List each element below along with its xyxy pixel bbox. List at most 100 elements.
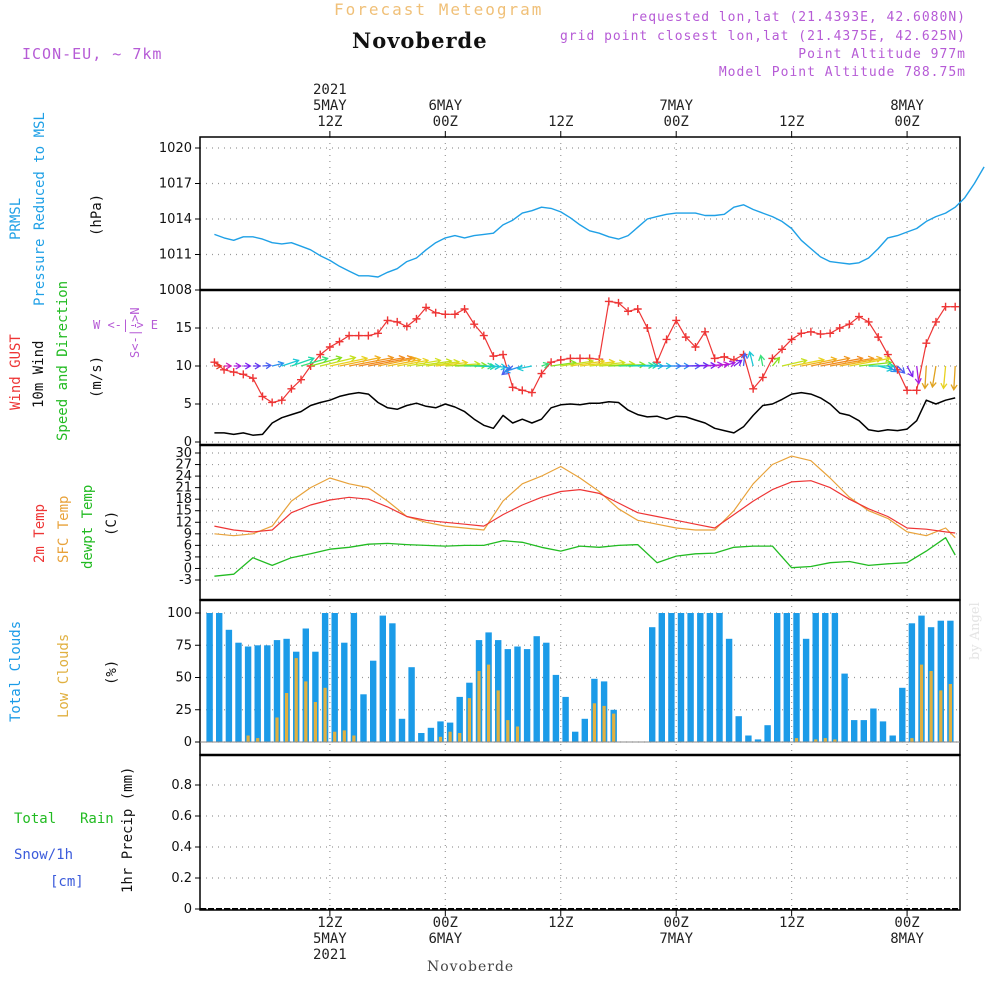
total-cloud-bar [264, 645, 271, 743]
low-cloud-bar [458, 733, 462, 742]
wind-gust-marker [864, 317, 873, 326]
tick-label-line: 2021 [313, 947, 347, 963]
low-cloud-bar [294, 658, 298, 742]
low-cloud-bar [919, 664, 924, 742]
wind-direction-arrow [897, 365, 906, 374]
pressure-ytick-label: 1008 [159, 283, 192, 298]
wind-gust-marker [681, 333, 690, 342]
total-cloud-bar [745, 735, 752, 742]
total-cloud-bar [899, 687, 906, 742]
wind-ytick-label: 0 [184, 435, 192, 450]
low-cloud-bar [939, 690, 943, 742]
total-cloud-bar [437, 721, 444, 742]
total-cloud-bar [235, 642, 242, 742]
wind-direction-arrow [272, 360, 285, 368]
temperature-ytick-label: 0 [184, 561, 192, 576]
wind-gust-marker [624, 307, 633, 316]
total-cloud-bar [427, 727, 435, 742]
low-cloud-bar [833, 739, 837, 742]
station-title: Novoberde [352, 28, 488, 53]
wind-direction-arrow [940, 365, 948, 390]
wind-gust-marker [287, 384, 296, 393]
pressure-ytick-label: 1020 [159, 141, 192, 156]
model-altitude: Model Point Altitude 788.75m [718, 65, 966, 80]
tick-label-line: 00Z [894, 114, 920, 130]
tick-label-line: 6MAY [428, 931, 463, 947]
total-cloud-bar [341, 642, 348, 742]
tick-label-line: 12Z [548, 915, 574, 931]
wind-direction-arrow [310, 355, 343, 367]
wind-gust-marker [691, 343, 700, 351]
total-cloud-bar [841, 673, 848, 742]
top-tick-label: 12Z [752, 114, 832, 130]
wind-gust-marker [912, 386, 921, 395]
wind-direction-arrow [541, 361, 550, 369]
wind-direction-arrow [224, 362, 233, 370]
low-cloud-bar [275, 717, 279, 742]
temperature-ytick-label: 15 [175, 504, 192, 519]
temperature-ytick-label: 27 [175, 458, 192, 473]
wind-gust-marker [335, 337, 344, 346]
wind-gust-marker [210, 358, 219, 367]
wind-gust-marker [566, 354, 575, 363]
wind-ytick-label: 15 [175, 321, 192, 336]
precipitation-ytick-label: 0.4 [171, 840, 192, 855]
total-cloud-bar [783, 613, 790, 742]
temperature-ytick-label: 9 [184, 527, 192, 542]
bottom-tick-label: 00Z 8MAY [867, 915, 947, 947]
low-cloud-bar [515, 726, 520, 742]
total-cloud-bar [879, 721, 887, 742]
wind-gust-marker [710, 354, 719, 363]
total-cloud-bar [822, 613, 829, 742]
total-cloud-bar [572, 731, 579, 742]
wind-direction-arrow [906, 365, 914, 378]
wind-gust-marker [701, 327, 710, 336]
wind-direction-arrow [929, 365, 937, 389]
tick-label-line: 6MAY [428, 98, 463, 114]
low-cloud-bar [487, 664, 491, 742]
footer-station: Novoberde [427, 959, 515, 975]
total-cloud-bar [658, 613, 665, 742]
total-cloud-bar [350, 613, 358, 742]
precipitation-ytick-label: 0.8 [171, 778, 192, 793]
total-cloud-bar [225, 629, 233, 742]
temperature-ytick-label: 6 [184, 538, 192, 553]
tick-label-line: 00Z [894, 915, 920, 931]
total-cloud-bar [283, 638, 290, 742]
wind-direction-arrow [950, 365, 958, 392]
low-cloud-bar [496, 690, 500, 742]
wind-gust-marker [229, 368, 238, 377]
total-cloud-bar [581, 718, 588, 742]
wind-direction-arrow [724, 360, 736, 368]
pressure-ytick-label: 1011 [159, 248, 192, 263]
low-cloud-bar [814, 739, 818, 742]
temperature-ytick-label: 3 [184, 550, 192, 565]
wind-gust-marker [508, 383, 517, 392]
wind-gust-marker [393, 317, 402, 326]
wind-gust-marker [345, 331, 354, 340]
low-cloud-bar [323, 687, 327, 742]
wind-direction-arrow [291, 356, 315, 367]
low-cloud-bar [602, 705, 606, 742]
precipitation-ytick-label: 0.2 [171, 871, 192, 886]
clouds-ytick-label: 50 [175, 671, 192, 686]
precipitation-ytick-label: 0 [184, 902, 192, 917]
wind-gust-marker [720, 352, 729, 361]
wind-direction-arrow [914, 365, 922, 385]
low-cloud-bar [313, 702, 317, 742]
total-cloud-bar [379, 615, 386, 742]
total-cloud-bar [851, 720, 858, 742]
bottom-tick-label: 12Z [752, 915, 832, 931]
bottom-tick-label: 12Z 5MAY 2021 [290, 915, 370, 963]
wind-gust-marker [787, 335, 796, 344]
wind-gust-marker [422, 303, 431, 312]
temperature-ytick-label: 24 [175, 469, 192, 484]
total-cloud-bar [668, 613, 675, 742]
wind-gust-marker [220, 365, 229, 374]
low-cloud-bar [467, 698, 471, 742]
wind-gust-marker [248, 374, 257, 383]
wind-gust-marker [316, 350, 325, 359]
low-cloud-bar [929, 671, 933, 742]
top-tick-label: 12Z [521, 114, 601, 130]
wind-gust-marker [806, 327, 815, 336]
